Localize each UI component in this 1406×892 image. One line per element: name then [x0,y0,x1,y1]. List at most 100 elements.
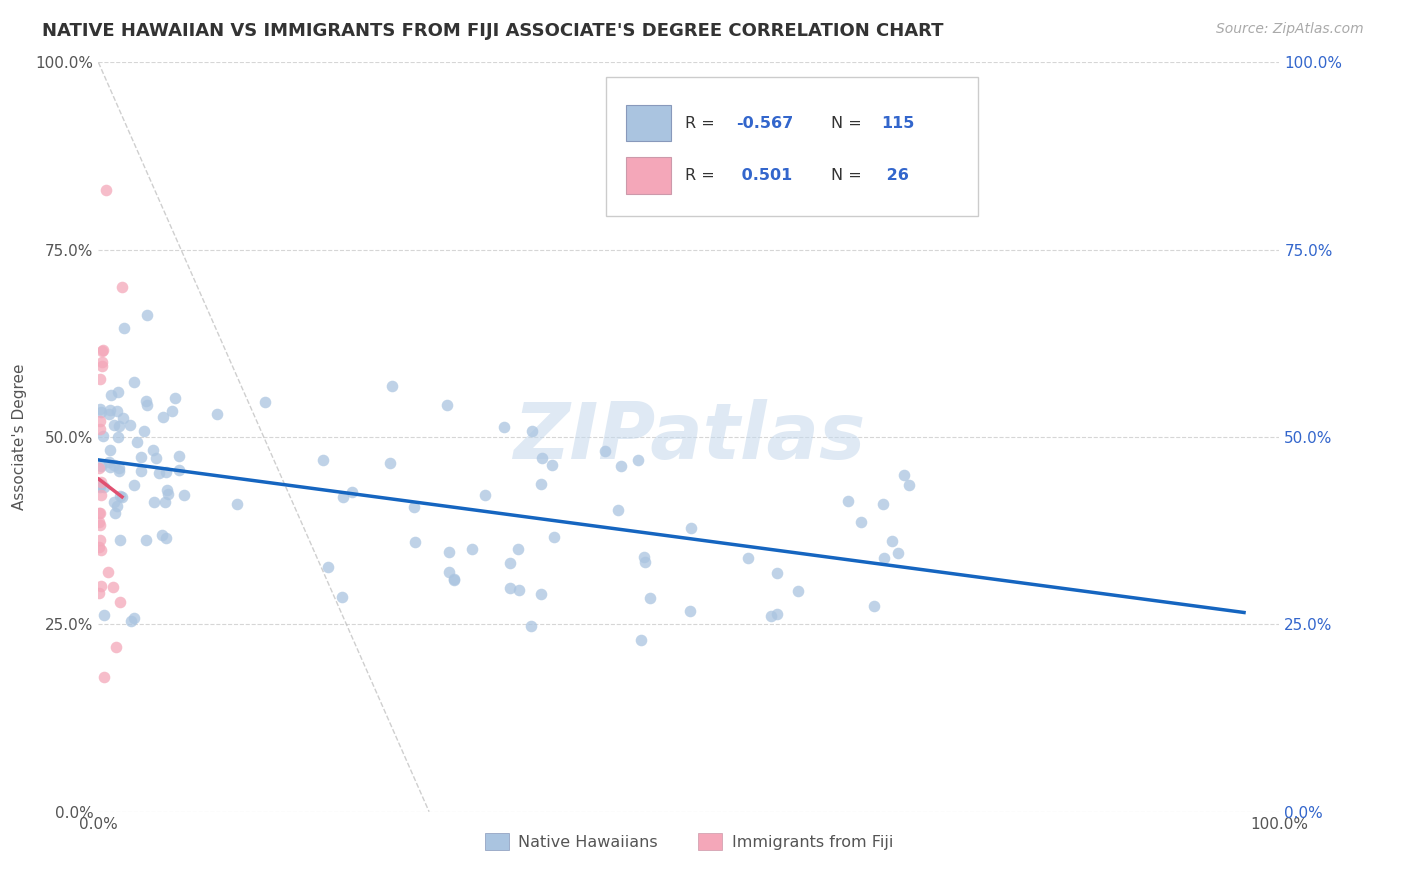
Point [101,580,124,594]
Point [633,550,655,565]
Point [89,540,111,554]
Point [107,430,129,444]
Point [93,670,115,684]
Point [610,458,633,473]
Point [627,452,650,467]
Point [108,464,131,478]
Point [156,487,179,501]
Point [120,418,142,433]
Point [872,497,894,511]
Text: ZIPatlas: ZIPatlas [513,399,865,475]
Point [593,444,616,458]
Text: 26: 26 [882,168,910,183]
Point [98,407,121,421]
Point [89,414,111,428]
Point [131,464,153,478]
Point [104,506,127,520]
Text: Source: ZipAtlas.com: Source: ZipAtlas.com [1216,22,1364,37]
Point [681,521,703,535]
Point [90,359,112,374]
Text: 115: 115 [882,116,915,130]
Point [498,581,520,595]
Point [155,531,177,545]
Point [766,566,789,580]
Text: 0.501: 0.501 [737,168,793,183]
Text: NATIVE HAWAIIAN VS IMMIGRANTS FROM FIJI ASSOCIATE'S DEGREE CORRELATION CHART: NATIVE HAWAIIAN VS IMMIGRANTS FROM FIJI … [42,22,943,40]
Point [543,530,565,544]
Point [443,573,465,587]
Point [787,584,810,599]
Point [402,500,425,515]
Point [474,488,496,502]
Point [169,462,191,476]
Text: R =: R = [685,168,720,183]
Point [122,478,145,492]
Point [893,467,915,482]
Point [105,404,128,418]
Point [89,517,111,532]
Point [530,587,553,601]
Point [97,565,120,579]
Point [90,459,112,474]
Point [155,465,177,479]
Bar [626,104,671,142]
Point [863,599,886,614]
Point [607,503,630,517]
Point [404,534,426,549]
Point [90,543,112,558]
Point [887,546,910,560]
Point [111,411,134,425]
Point [163,391,186,405]
Point [156,483,179,497]
Point [150,528,173,542]
Point [152,409,174,424]
Text: -0.567: -0.567 [737,116,793,130]
Point [89,476,111,491]
Point [143,495,166,509]
Text: N =: N = [831,116,866,130]
Point [129,450,152,464]
Point [111,280,134,294]
Point [634,555,657,569]
Point [851,515,873,529]
Point [155,495,177,509]
Point [530,477,553,491]
Point [461,541,484,556]
Point [90,475,112,490]
Point [90,488,112,502]
Point [89,480,111,494]
Text: R =: R = [685,116,720,130]
Point [107,385,129,400]
Point [107,418,129,433]
Point [494,420,516,434]
Point [105,499,128,513]
Point [508,541,530,556]
Point [111,490,134,504]
Point [135,308,157,322]
Text: N =: N = [831,168,866,183]
Point [89,533,111,548]
Point [316,560,339,574]
Point [148,467,170,481]
Point [93,607,115,622]
Point [90,579,112,593]
Legend: Native Hawaiians, Immigrants from Fiji: Native Hawaiians, Immigrants from Fiji [478,827,900,856]
Point [332,490,354,504]
Point [436,398,458,412]
Point [91,354,114,368]
Point [142,443,165,458]
Point [89,479,111,493]
Point [145,450,167,465]
Point [765,607,787,621]
Point [638,591,661,605]
Point [98,459,121,474]
Point [759,609,782,624]
Point [97,455,120,469]
Point [520,619,543,633]
Point [520,424,543,438]
Point [898,477,921,491]
Point [679,604,702,618]
Point [135,533,157,547]
Point [499,556,522,570]
Point [381,379,404,393]
